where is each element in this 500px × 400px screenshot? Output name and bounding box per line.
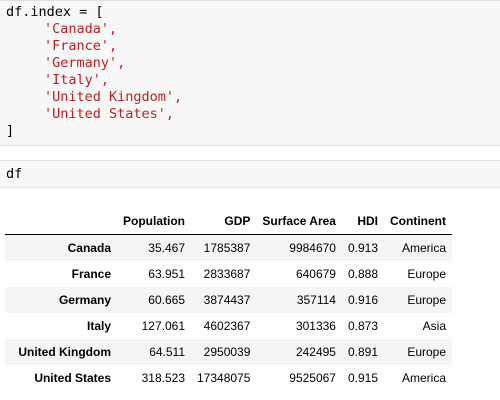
- cell-hdi: 0.888: [347, 267, 379, 281]
- code-line: df.index = [: [6, 4, 104, 20]
- cell-surface-area: 357114: [296, 293, 336, 307]
- table-row: Italy 127.061 4602367 301336 0.873 Asia: [5, 313, 452, 339]
- table-row: France 63.951 2833687 640679 0.888 Europ…: [5, 261, 452, 287]
- cell-hdi: 0.873: [347, 319, 379, 333]
- cell-gdp: 1785387: [203, 241, 251, 255]
- code-string-item: 'Italy',: [44, 72, 110, 88]
- cell-hdi: 0.915: [347, 371, 379, 385]
- cell-continent: America: [402, 241, 447, 255]
- row-index-label: France: [71, 267, 111, 281]
- code-string-item: 'Germany',: [44, 55, 126, 71]
- row-index-label: Canada: [67, 241, 111, 255]
- cell-population: 63.951: [148, 267, 185, 281]
- cell-continent: America: [402, 371, 447, 385]
- table-row: Germany 60.665 3874437 357114 0.916 Euro…: [5, 287, 453, 313]
- table-header-row: Population GDP Surface Area HDI Continen…: [5, 208, 453, 235]
- cell-continent: Asia: [422, 319, 447, 333]
- cell-gdp: 3874437: [203, 293, 251, 307]
- cell-hdi: 0.891: [347, 345, 379, 359]
- code-string-item: 'France',: [44, 38, 118, 54]
- code-line: df: [6, 166, 23, 182]
- cell-population: 127.061: [141, 319, 185, 333]
- code-string-item: 'United Kingdom',: [44, 89, 183, 105]
- cell-population: 35.467: [148, 241, 185, 255]
- cell-surface-area: 9984670: [289, 241, 336, 255]
- code-string-item: 'Canada',: [44, 21, 118, 37]
- table-row: Canada 35.467 1785387 9984670 0.913 Amer…: [5, 234, 453, 261]
- cell-gdp: 2833687: [203, 267, 251, 281]
- cell-hdi: 0.913: [347, 241, 379, 255]
- cell-surface-area: 301336: [295, 319, 336, 333]
- dataframe-output-table: Population GDP Surface Area HDI Continen…: [5, 208, 453, 391]
- cell-population: 60.665: [148, 293, 185, 307]
- column-header-surface-area: Surface Area: [262, 214, 336, 228]
- cell-continent: Europe: [407, 267, 447, 281]
- code-string-item: 'United States',: [44, 106, 175, 122]
- cell-continent: Europe: [407, 293, 447, 307]
- cell-gdp: 4602367: [203, 319, 251, 333]
- cell-surface-area: 640679: [295, 267, 336, 281]
- cell-hdi: 0.916: [347, 293, 379, 307]
- column-header-continent: Continent: [390, 214, 447, 228]
- cell-continent: Europe: [407, 345, 447, 359]
- cell-population: 64.511: [149, 345, 185, 359]
- row-index-label: United Kingdom: [18, 345, 111, 359]
- code-line: ]: [6, 123, 15, 139]
- cell-surface-area: 242495: [295, 345, 336, 359]
- column-header-hdi: HDI: [357, 214, 379, 228]
- code-cell-index-assignment[interactable]: df.index = ['Canada', 'France', 'Germany',…: [0, 0, 500, 146]
- row-index-label: United States: [34, 371, 111, 385]
- column-header-gdp: GDP: [224, 214, 251, 228]
- code-cell-df[interactable]: df: [0, 160, 500, 188]
- table-row: United Kingdom 64.511 2950039 242495 0.8…: [5, 339, 453, 365]
- cell-surface-area: 9525067: [289, 371, 336, 385]
- cell-population: 318.523: [141, 371, 185, 385]
- column-header-population: Population: [123, 214, 185, 228]
- cell-gdp: 2950039: [203, 345, 251, 359]
- row-index-label: Germany: [58, 293, 111, 307]
- cell-gdp: 17348075: [197, 371, 251, 385]
- row-index-label: Italy: [86, 319, 111, 333]
- table-row: United States 318.523 17348075 9525067 0…: [5, 365, 452, 391]
- index-header: [5, 208, 117, 235]
